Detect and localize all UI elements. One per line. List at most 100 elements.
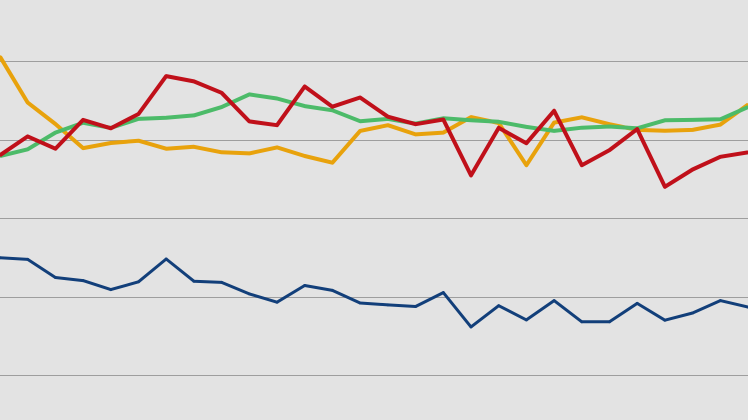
data-point (303, 154, 307, 158)
data-point (552, 129, 556, 133)
data-point (192, 145, 196, 149)
data-point (137, 280, 140, 284)
data-point (441, 291, 445, 295)
data-point (109, 288, 113, 292)
data-point (718, 117, 722, 121)
data-point (192, 113, 196, 117)
data-point (552, 109, 556, 113)
data-point (330, 108, 334, 112)
data-point (386, 115, 390, 119)
data-point (386, 303, 390, 307)
data-point (53, 131, 57, 135)
data-point (718, 299, 722, 303)
data-point (552, 299, 556, 303)
data-point (497, 126, 501, 130)
series-line-3 (0, 74, 748, 189)
data-point (53, 276, 57, 279)
data-point (414, 122, 418, 126)
data-point (358, 129, 362, 133)
data-point (441, 118, 445, 121)
data-point (26, 257, 30, 261)
data-point (164, 116, 168, 120)
data-point (192, 79, 196, 83)
data-point (247, 119, 251, 123)
data-point (691, 168, 695, 171)
data-point (552, 121, 556, 125)
data-point (580, 115, 584, 119)
data-point (81, 279, 85, 283)
data-point (608, 148, 611, 152)
data-point (164, 257, 168, 261)
data-point (358, 301, 362, 305)
data-point (497, 304, 501, 308)
data-point (247, 292, 251, 296)
data-point (137, 117, 140, 121)
data-point (580, 163, 584, 167)
data-point (330, 105, 334, 109)
data-point (303, 104, 307, 108)
data-point (718, 155, 722, 159)
data-point (303, 85, 307, 88)
data-point (691, 128, 695, 132)
data-point (469, 118, 473, 122)
series-line-4 (0, 256, 748, 329)
data-point (0, 55, 2, 59)
data-point (358, 96, 362, 99)
data-point (580, 320, 584, 324)
data-point (0, 256, 2, 260)
data-point (414, 305, 418, 308)
data-point (663, 129, 667, 133)
data-point (330, 288, 334, 292)
data-point (109, 141, 113, 145)
data-point (164, 147, 168, 151)
data-point (414, 132, 418, 136)
data-point (275, 123, 279, 127)
series-4 (0, 256, 748, 329)
series-lines (0, 55, 748, 329)
data-point (220, 105, 224, 109)
data-point (137, 139, 140, 143)
data-point (330, 161, 334, 165)
data-point (524, 141, 528, 145)
data-point (524, 125, 528, 129)
data-point (497, 120, 501, 124)
data-point (26, 101, 30, 105)
data-point (275, 300, 279, 304)
data-point (0, 153, 2, 157)
data-point (164, 74, 168, 78)
data-point (53, 147, 57, 151)
data-point (109, 126, 113, 130)
data-point (220, 280, 224, 284)
data-point (663, 118, 667, 122)
data-point (718, 123, 722, 127)
data-point (303, 284, 307, 287)
data-point (26, 147, 30, 151)
data-point (81, 146, 85, 150)
data-point (26, 134, 30, 138)
data-point (275, 145, 279, 149)
data-point (220, 150, 224, 154)
data-point (663, 318, 667, 322)
data-point (220, 91, 224, 95)
data-point (608, 125, 611, 128)
data-point (469, 173, 473, 177)
data-point (524, 318, 528, 322)
data-point (691, 311, 695, 315)
data-point (81, 118, 85, 122)
data-point (358, 119, 362, 123)
data-point (663, 185, 667, 189)
data-point (53, 122, 57, 126)
data-point (192, 279, 196, 283)
data-point (275, 97, 279, 100)
data-point (635, 301, 639, 305)
data-point (608, 320, 611, 324)
data-point (580, 126, 584, 130)
data-point (247, 151, 251, 155)
data-point (469, 115, 473, 119)
data-point (441, 131, 445, 135)
data-point (524, 163, 528, 167)
data-point (386, 123, 390, 127)
data-point (137, 112, 140, 116)
